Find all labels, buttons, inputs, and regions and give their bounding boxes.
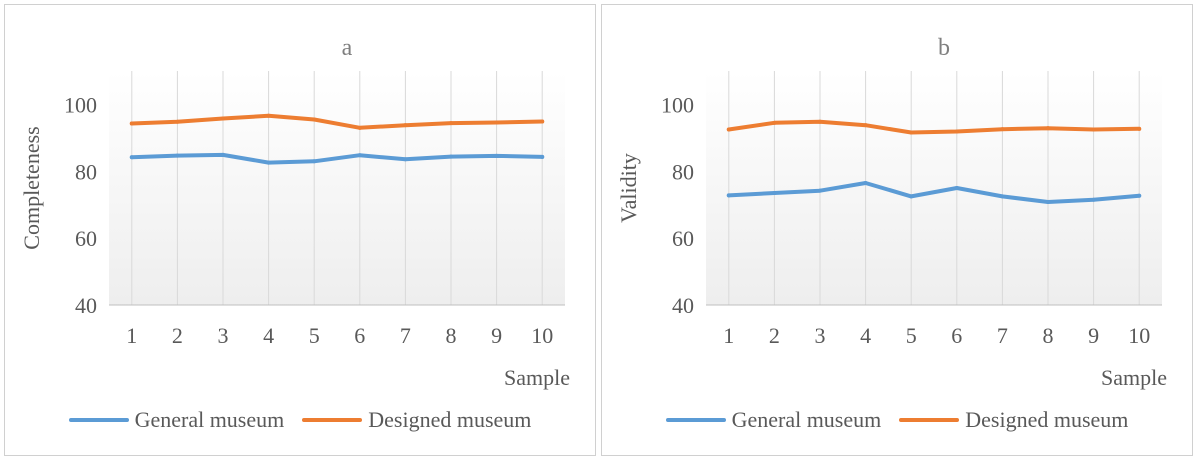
x-tick-label: 6 [951, 323, 962, 348]
series-line-general [726, 181, 1142, 204]
x-tick-label: 8 [446, 323, 457, 348]
data-point-designed [909, 130, 914, 135]
x-tick-label: 4 [860, 323, 871, 348]
x-axis-label: Sample [504, 365, 570, 390]
legend-item-general: General museum [68, 407, 285, 433]
data-point-general [1091, 197, 1096, 202]
data-point-designed [863, 123, 868, 128]
data-point-designed [726, 127, 731, 132]
data-point-general [540, 154, 545, 159]
data-point-general [266, 160, 271, 165]
data-point-designed [1046, 126, 1050, 131]
data-point-general [1046, 200, 1050, 205]
x-tick-label: 7 [997, 323, 1008, 348]
data-point-designed [357, 125, 362, 130]
y-axis-label: Completeness [19, 126, 44, 249]
x-tick-label: 8 [1043, 323, 1054, 348]
data-point-designed [129, 121, 134, 126]
x-tick-label: 2 [769, 323, 780, 348]
legend-swatch-general [68, 418, 129, 422]
series-line-designed [726, 119, 1142, 135]
data-point-general [357, 153, 362, 158]
x-axis-label: Sample [1101, 365, 1167, 390]
data-point-general [403, 157, 408, 162]
data-point-general [863, 180, 868, 185]
plot-area [109, 71, 565, 305]
chart-title: b [938, 35, 950, 61]
x-tick-label: 3 [218, 323, 229, 348]
x-tick-label: 9 [1088, 323, 1099, 348]
chart-panel-a: 40 60 80 100 1 2 3 4 5 6 7 8 9 10 a Sample Completeness … [4, 4, 596, 456]
x-tick-label: 6 [354, 323, 365, 348]
data-point-general [129, 155, 134, 160]
y-tick-label: 40 [75, 293, 97, 318]
y-axis-label: Validity [616, 153, 641, 223]
data-point-general [726, 193, 731, 198]
legend-label-general: General museum [731, 407, 882, 432]
data-point-designed [221, 116, 225, 121]
x-tick-label: 10 [531, 323, 553, 348]
legend-swatch-general [665, 418, 726, 422]
data-point-designed [540, 119, 545, 124]
y-tick-label: 80 [75, 159, 97, 184]
legend-swatch-designed [302, 418, 363, 422]
legend-item-general: General museum [665, 407, 882, 433]
data-point-general [1137, 193, 1142, 198]
x-tick-label: 3 [815, 323, 826, 348]
data-point-general [772, 191, 777, 196]
x-tick-label: 1 [723, 323, 734, 348]
data-point-general [449, 154, 453, 159]
x-tick-label: 10 [1128, 323, 1150, 348]
plot-area [706, 71, 1162, 305]
series-line-designed [129, 113, 545, 130]
x-tick-label: 1 [126, 323, 137, 348]
legend-item-designed: Designed museum [302, 407, 531, 433]
data-point-designed [1000, 127, 1005, 132]
data-point-general [1000, 194, 1005, 199]
y-tick-label: 60 [75, 226, 97, 251]
data-point-general [818, 188, 822, 193]
chart-a-legend: General museum Designed museum [5, 407, 595, 433]
data-point-designed [175, 119, 180, 124]
x-tick-label: 2 [172, 323, 183, 348]
data-point-designed [954, 129, 959, 134]
data-point-general [221, 152, 225, 157]
x-tick-label: 7 [400, 323, 411, 348]
data-point-general [312, 159, 317, 164]
data-point-designed [312, 117, 317, 122]
data-point-designed [449, 121, 453, 126]
chart-b-legend: General museum Designed museum [602, 407, 1192, 433]
data-point-designed [1091, 127, 1096, 132]
data-point-designed [1137, 126, 1142, 131]
x-tick-label: 5 [309, 323, 320, 348]
y-tick-label: 40 [672, 293, 694, 318]
legend-label-designed: Designed museum [368, 407, 532, 432]
y-tick-label: 80 [672, 159, 694, 184]
legend-item-designed: Designed museum [899, 407, 1128, 433]
data-point-general [954, 186, 959, 190]
x-tick-label: 9 [491, 323, 502, 348]
x-tick-label: 4 [263, 323, 274, 348]
x-tick-label: 5 [906, 323, 917, 348]
chart-title: a [342, 35, 353, 61]
data-point-designed [772, 120, 777, 125]
legend-label-general: General museum [134, 407, 285, 432]
data-point-designed [403, 123, 408, 128]
y-tick-label: 60 [672, 226, 694, 251]
data-point-general [494, 153, 499, 158]
data-point-general [909, 194, 914, 199]
chart-panel-b: 40 60 80 100 1 2 3 4 5 6 7 8 9 10 b Sample Validity Gene… [601, 4, 1193, 456]
chart-b-svg: 40 60 80 100 1 2 3 4 5 6 7 8 9 10 b Sample Validity [616, 35, 1167, 390]
chart-a-svg: 40 60 80 100 1 2 3 4 5 6 7 8 9 10 a Sample Completeness [19, 35, 570, 390]
y-tick-label: 100 [64, 92, 97, 117]
legend-label-designed: Designed museum [965, 407, 1129, 432]
data-point-designed [266, 113, 271, 118]
legend-swatch-designed [899, 418, 960, 422]
y-tick-label: 100 [661, 92, 694, 117]
series-line-general [129, 152, 545, 165]
data-point-designed [818, 119, 822, 124]
data-point-designed [494, 120, 499, 125]
data-point-general [175, 153, 180, 158]
